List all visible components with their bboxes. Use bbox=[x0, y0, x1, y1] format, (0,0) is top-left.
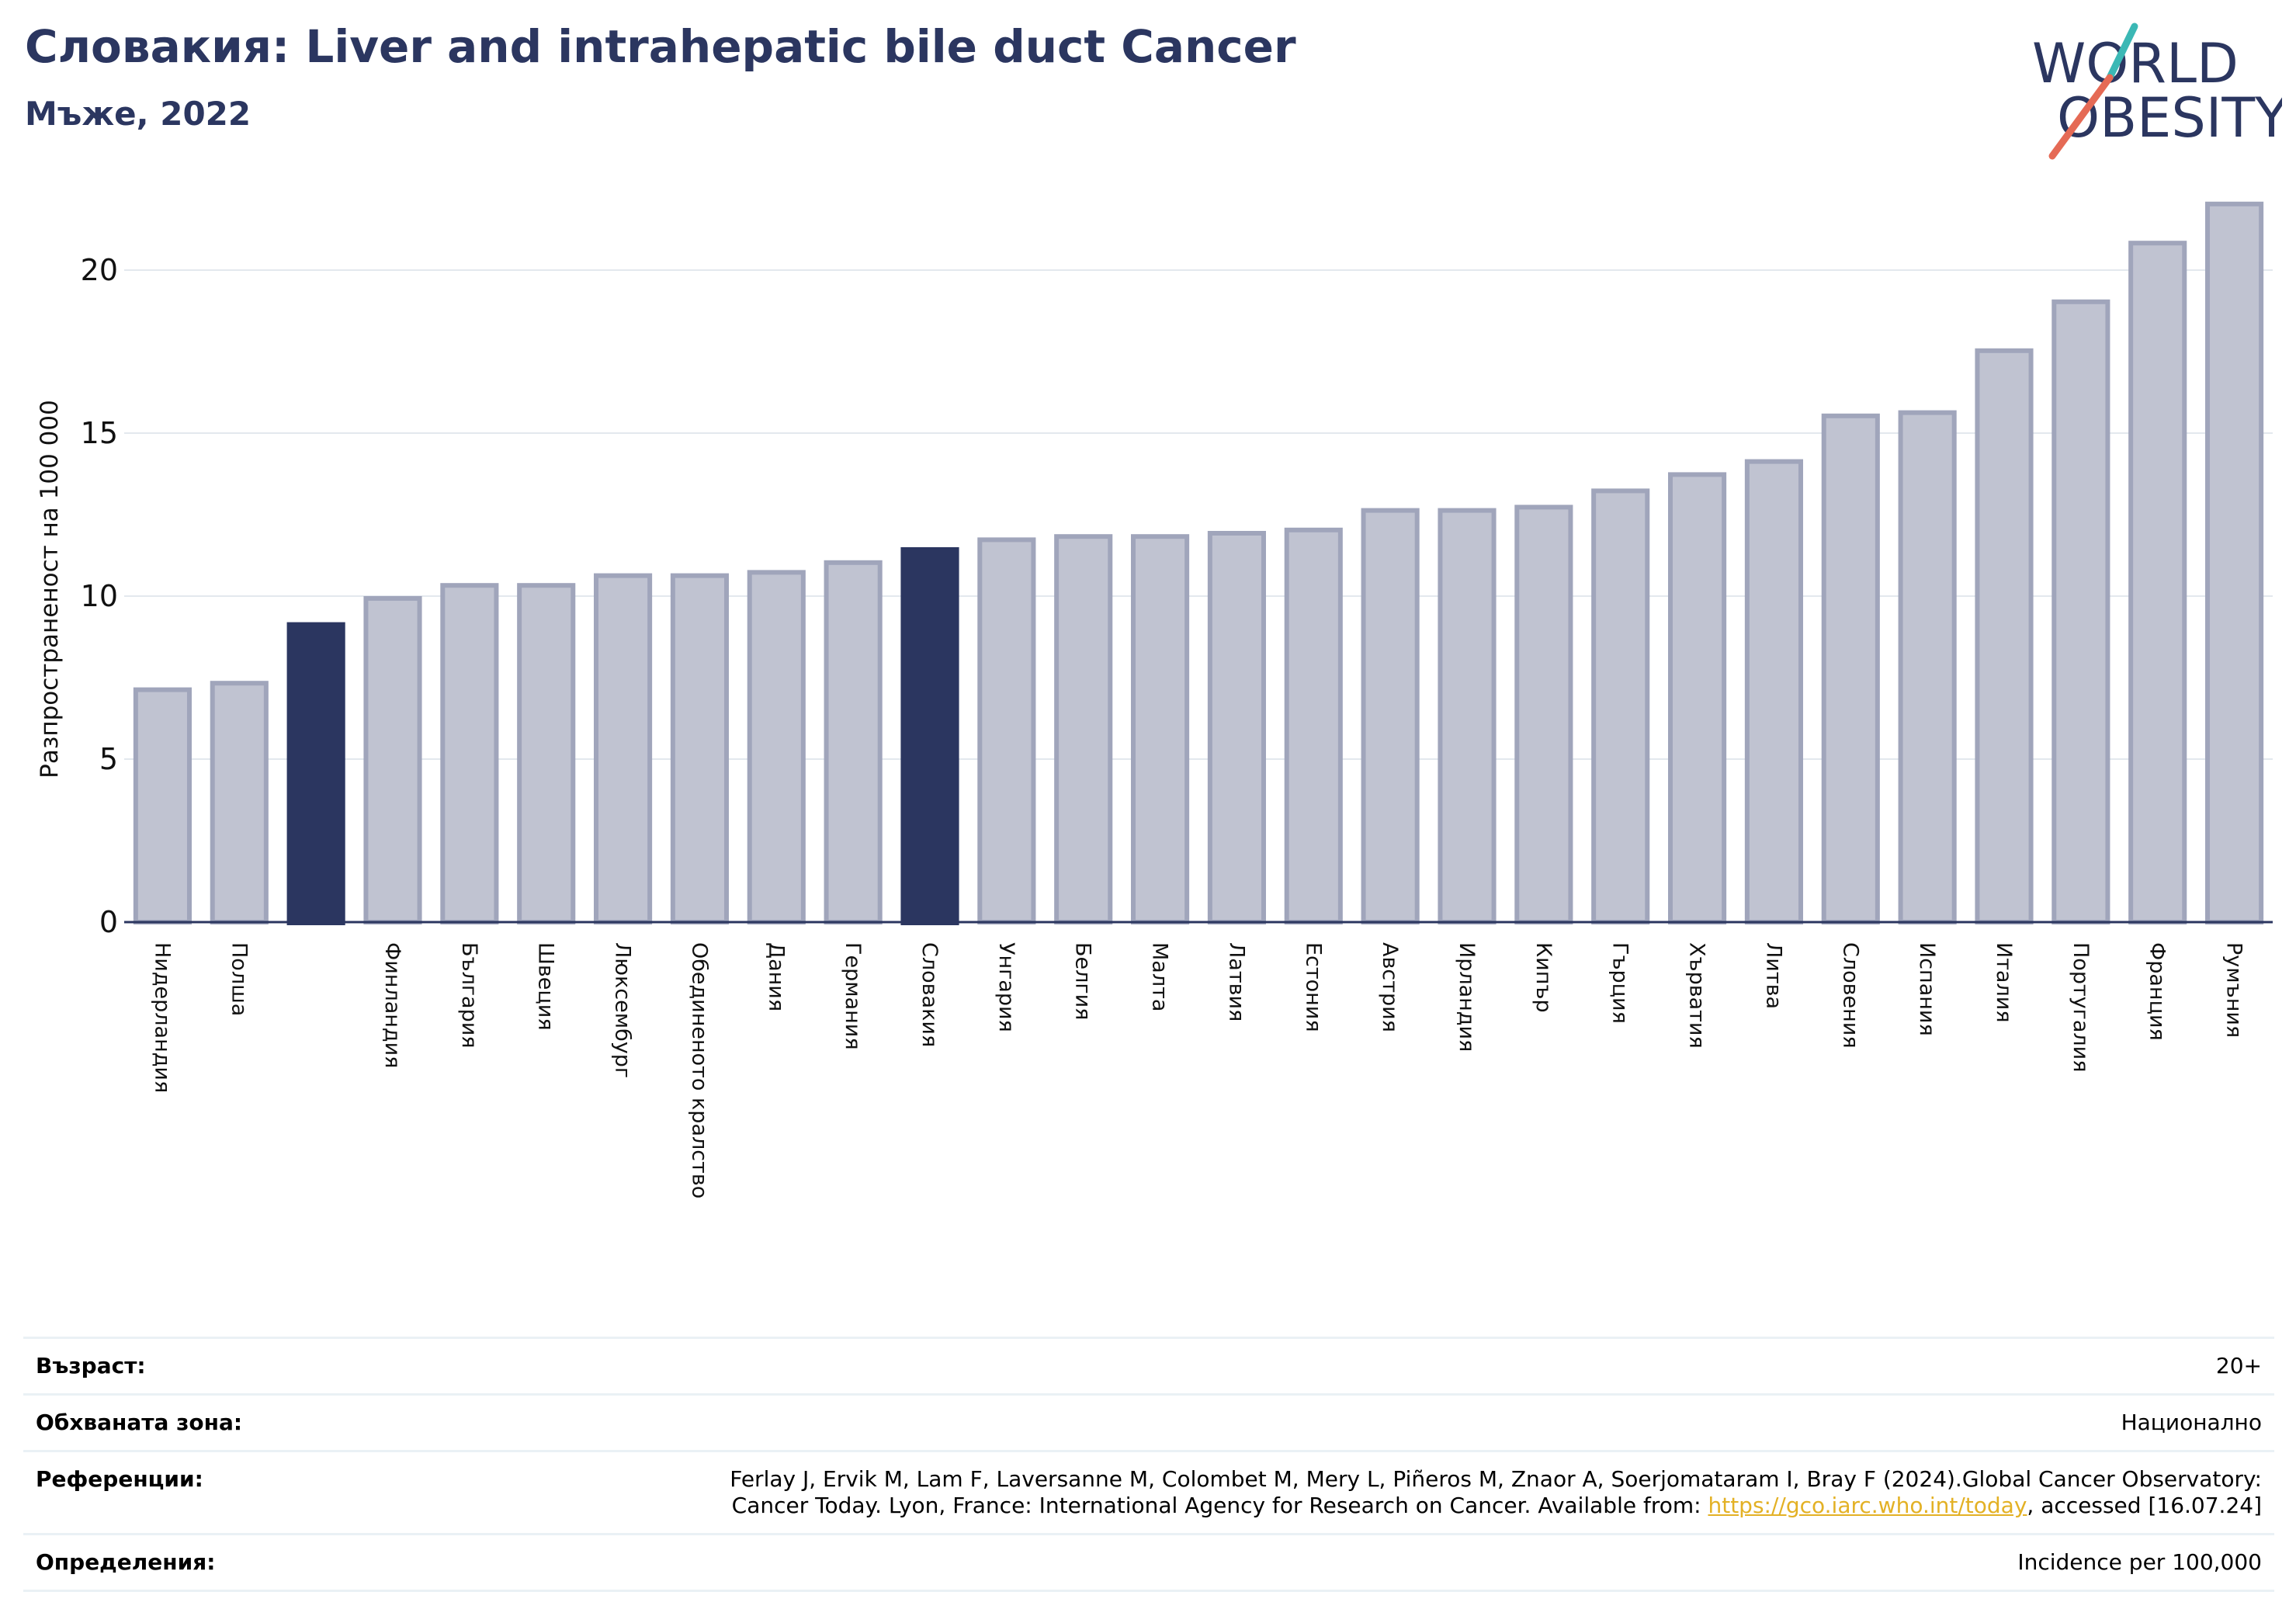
x-tick-label: Естония bbox=[1301, 942, 1325, 1032]
info-table: Възраст: 20+ Обхваната зона: Национално … bbox=[23, 1337, 2274, 1592]
x-tick-label: Швеция bbox=[534, 942, 558, 1031]
bar bbox=[1821, 413, 1880, 924]
bar-highlighted bbox=[286, 622, 345, 925]
bar bbox=[2205, 201, 2264, 924]
bar bbox=[977, 537, 1036, 925]
area-value: Национално bbox=[2121, 1410, 2262, 1435]
x-tick-label: Полша bbox=[227, 942, 251, 1016]
reference-line-2-prefix: Cancer Today. Lyon, France: Internationa… bbox=[731, 1493, 1708, 1518]
x-tick-label: Белгия bbox=[1071, 942, 1095, 1020]
x-tick-label: Португалия bbox=[2069, 942, 2093, 1072]
y-tick-label: 15 bbox=[81, 416, 118, 450]
x-tick-label: Словакия bbox=[917, 942, 942, 1047]
y-tick-label: 10 bbox=[81, 579, 118, 613]
x-tick-label: Унгария bbox=[994, 942, 1018, 1032]
y-tick-label: 5 bbox=[99, 742, 118, 776]
bar bbox=[440, 583, 499, 924]
y-tick-label: 20 bbox=[81, 253, 118, 287]
bar bbox=[1668, 472, 1727, 924]
bar bbox=[1284, 527, 1343, 924]
bar bbox=[1975, 348, 2034, 924]
bar bbox=[1361, 508, 1420, 924]
bar bbox=[517, 583, 576, 924]
bar bbox=[670, 573, 729, 924]
bar bbox=[1744, 459, 1803, 924]
world-obesity-logo: WORLD OBESITY bbox=[2032, 23, 2282, 160]
x-tick-label: Словения bbox=[1838, 942, 1862, 1049]
x-tick-label: Малта bbox=[1148, 942, 1172, 1011]
bar bbox=[1514, 505, 1573, 924]
bar bbox=[594, 573, 653, 924]
chart-subtitle: Мъже, 2022 bbox=[25, 95, 251, 133]
y-axis-title: Разпространеност на 100 000 bbox=[36, 400, 64, 779]
bar-highlighted bbox=[900, 547, 959, 925]
bar bbox=[1131, 534, 1190, 924]
bar bbox=[2051, 299, 2110, 924]
x-tick-label: Латвия bbox=[1224, 942, 1248, 1021]
definitions-value: Incidence per 100,000 bbox=[2017, 1549, 2262, 1575]
references-label: Референции: bbox=[36, 1466, 203, 1492]
x-tick-label: Австрия bbox=[1378, 942, 1402, 1032]
x-tick-label: Люксембург bbox=[611, 942, 635, 1078]
info-row-references: Референции: Ferlay J, Ervik M, Lam F, La… bbox=[23, 1450, 2274, 1533]
bar bbox=[1898, 410, 1957, 924]
info-row-definitions: Определения: Incidence per 100,000 bbox=[23, 1533, 2274, 1592]
reference-line-1: Ferlay J, Ervik M, Lam F, Laversanne M, … bbox=[730, 1466, 2262, 1492]
x-tick-label: Италия bbox=[1992, 942, 2016, 1023]
bar bbox=[210, 681, 269, 924]
age-value: 20+ bbox=[2215, 1353, 2262, 1379]
x-tick-label: Нидерландия bbox=[150, 942, 174, 1093]
bar bbox=[1438, 508, 1497, 924]
logo-slash-coral bbox=[2048, 74, 2114, 160]
references-value: Ferlay J, Ervik M, Lam F, Laversanne M, … bbox=[730, 1466, 2262, 1519]
chart-title: Словакия: Liver and intrahepatic bile du… bbox=[25, 20, 1296, 73]
bar bbox=[1054, 534, 1113, 924]
bar bbox=[747, 570, 806, 925]
bar-chart: 0 5 10 15 20 Разпространеност на 100 000 Нидер… bbox=[36, 201, 2273, 1198]
x-tick-label: Германия bbox=[841, 942, 865, 1050]
logo-slash-teal bbox=[2106, 23, 2138, 81]
bar bbox=[1591, 488, 1650, 924]
bar bbox=[2128, 241, 2187, 924]
bar bbox=[1207, 531, 1266, 924]
reference-link[interactable]: https://gco.iarc.who.int/today bbox=[1708, 1493, 2027, 1518]
x-tick-label: Франция bbox=[2145, 942, 2169, 1041]
x-tick-label: Румъния bbox=[2222, 942, 2246, 1038]
x-tick-label: Финландия bbox=[380, 942, 404, 1068]
y-tick-label: 0 bbox=[99, 905, 118, 939]
info-row-area: Обхваната зона: Национално bbox=[23, 1393, 2274, 1450]
x-tick-label: България bbox=[457, 942, 481, 1049]
bar bbox=[133, 687, 192, 924]
definitions-label: Определения: bbox=[36, 1549, 216, 1575]
reference-line-2-suffix: , accessed [16.07.24] bbox=[2027, 1493, 2262, 1518]
x-tick-label: Кипър bbox=[1531, 942, 1556, 1013]
age-label: Възраст: bbox=[36, 1353, 146, 1379]
x-tick-label: Литва bbox=[1761, 942, 1785, 1009]
area-label: Обхваната зона: bbox=[36, 1410, 243, 1435]
bar bbox=[363, 596, 422, 924]
info-row-age: Възраст: 20+ bbox=[23, 1337, 2274, 1393]
bar bbox=[824, 560, 883, 924]
x-tick-label: Ирландия bbox=[1455, 942, 1479, 1052]
x-tick-label: Гърция bbox=[1608, 942, 1632, 1024]
x-tick-label: Испания bbox=[1915, 942, 1939, 1036]
x-tick-label: Хърватия bbox=[1685, 942, 1709, 1049]
x-tick-label: Дания bbox=[764, 942, 788, 1011]
logo-word-world: WORLD bbox=[2032, 32, 2239, 95]
x-tick-label: Обединеното кралство bbox=[687, 942, 711, 1198]
